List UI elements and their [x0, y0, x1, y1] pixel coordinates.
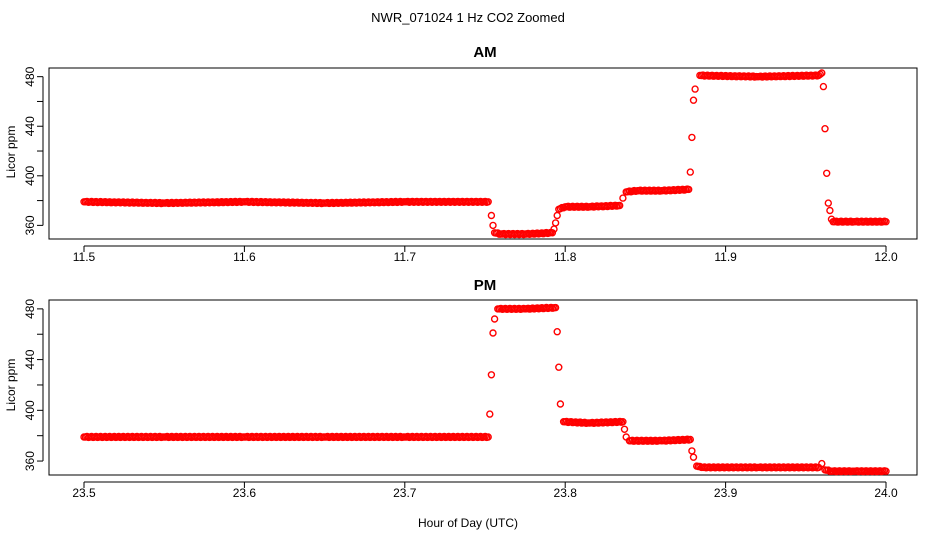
pm-data-point: [818, 459, 826, 468]
pm-y-tick-label: 400: [23, 400, 37, 420]
am-data-point: [691, 85, 699, 93]
am-y-tick-label: 400: [23, 165, 37, 185]
pm-x-tick-label: 23.8: [554, 486, 578, 500]
am-data-point: [551, 219, 560, 227]
am-y-axis-label: Licor ppm: [4, 126, 18, 179]
pm-y-axis: 360 400 440 480: [23, 299, 44, 471]
pm-y-axis-label: Licor ppm: [4, 359, 18, 412]
am-data-point: [816, 70, 824, 78]
am-data-point: [489, 221, 497, 230]
am-x-tick-label: 11.6: [233, 250, 256, 264]
am-data-point: [688, 133, 696, 142]
am-data-point: [487, 211, 496, 220]
am-x-axis: 11.5 11.6 11.7 11.8 11.9 12.0: [73, 245, 898, 264]
pm-data-point: [882, 467, 890, 475]
am-panel-title: AM: [473, 44, 496, 61]
pm-data-point: [551, 303, 560, 312]
am-data-point: [685, 185, 693, 194]
pm-x-tick-label: 24.0: [874, 486, 898, 500]
pm-data-markers: [80, 303, 890, 476]
am-data-point: [821, 124, 829, 133]
pm-data-point: [555, 363, 563, 371]
x-axis-label: Hour of Day (UTC): [418, 516, 518, 530]
am-data-point: [818, 69, 826, 77]
am-data-point: [619, 194, 627, 202]
pm-x-tick-label: 23.6: [233, 486, 257, 500]
am-data-point: [819, 82, 828, 91]
am-y-tick-label: 360: [23, 215, 37, 235]
am-x-tick-label: 11.9: [714, 250, 737, 264]
pm-data-point: [489, 329, 497, 337]
am-panel: AM Licor ppm 11.5 11.6 11.7 11.8 11.9 12.0 36…: [4, 44, 918, 264]
am-x-tick-label: 11.7: [394, 250, 417, 264]
am-plot-frame: [48, 67, 918, 240]
am-data-markers: [80, 69, 890, 239]
am-x-tick-label: 11.5: [73, 250, 96, 264]
pm-y-tick-label: 440: [23, 349, 37, 369]
pm-plot-frame: [48, 299, 918, 476]
pm-data-point: [484, 433, 492, 441]
pm-data-point: [553, 328, 561, 336]
am-data-point: [882, 217, 890, 226]
am-data-point: [616, 201, 624, 210]
am-data-point: [689, 96, 698, 104]
pm-data-point: [620, 425, 629, 433]
pm-panel-title: PM: [474, 277, 497, 294]
pm-data-point: [490, 315, 499, 323]
pm-data-point: [619, 418, 627, 426]
figure-title: NWR_071024 1 Hz CO2 Zoomed: [371, 10, 565, 25]
pm-data-point: [688, 447, 696, 455]
am-y-tick-label: 440: [23, 116, 37, 136]
pm-panel: PM Licor ppm 23.5 23.6 23.7 23.8 23.9 24.0 36…: [4, 277, 918, 500]
am-data-point: [824, 199, 832, 207]
pm-data-point: [487, 371, 496, 379]
pm-data-point: [686, 435, 694, 444]
pm-data-point: [486, 410, 494, 418]
am-data-point: [484, 198, 492, 206]
pm-data-point: [556, 400, 565, 408]
am-x-tick-label: 11.8: [554, 250, 577, 264]
am-y-axis: 360 400 440 480: [23, 66, 44, 235]
am-data-point: [826, 206, 834, 215]
am-data-point: [548, 229, 557, 237]
pm-x-tick-label: 23.9: [714, 486, 738, 500]
pm-y-tick-label: 480: [23, 299, 37, 319]
am-y-tick-label: 480: [23, 66, 37, 86]
am-data-point: [553, 211, 561, 220]
pm-data-point: [689, 453, 698, 461]
am-data-point: [686, 168, 694, 176]
pm-x-tick-label: 23.5: [72, 486, 96, 500]
pm-y-tick-label: 360: [23, 451, 37, 471]
pm-x-axis: 23.5 23.6 23.7 23.8 23.9 24.0: [72, 481, 898, 500]
pm-x-tick-label: 23.7: [393, 486, 417, 500]
am-x-tick-label: 12.0: [874, 250, 898, 264]
am-data-point: [823, 169, 831, 178]
